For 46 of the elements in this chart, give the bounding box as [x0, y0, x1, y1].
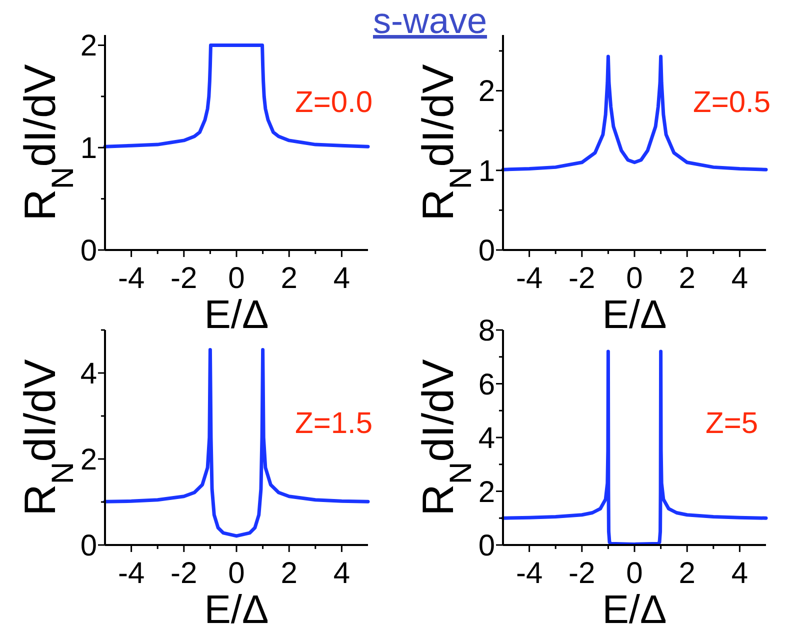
y-tick-label: 0 [478, 234, 495, 268]
annotation: Z=1.5 [295, 406, 373, 440]
y-tick-label: 2 [478, 75, 495, 108]
y-tick-label: 8 [478, 314, 495, 348]
y-tick-label: 1 [478, 154, 495, 188]
x-tick-label: -4 [118, 262, 145, 295]
annotation: Z=0.5 [693, 86, 771, 120]
x-tick-label: 4 [333, 262, 350, 295]
x-tick-label: -4 [516, 262, 543, 295]
x-tick-label: 4 [731, 557, 748, 590]
x-tick-label: 2 [280, 262, 298, 295]
x-tick-label: -2 [170, 557, 198, 590]
line-series [501, 54, 768, 172]
y-tick-label: 4 [80, 358, 97, 390]
y-tick-label: 6 [478, 368, 495, 402]
y-tick-label: 0 [80, 530, 97, 562]
line-series [103, 348, 370, 538]
x-tick-label: 0 [228, 262, 245, 295]
y-tick-label: 0 [478, 530, 495, 562]
annotation: Z=0.0 [295, 86, 373, 120]
x-tick-label: -2 [170, 262, 198, 295]
x-tick-label: 4 [731, 262, 748, 295]
x-axis-title: E/Δ [602, 293, 667, 337]
x-tick-label: 0 [228, 557, 245, 590]
y-tick-label: 2 [80, 30, 97, 63]
y-tick-label: 2 [478, 476, 495, 509]
x-axis-title: E/Δ [602, 588, 667, 624]
x-tick-label: -2 [568, 262, 596, 295]
x-axis-title: E/Δ [204, 293, 269, 337]
x-tick-label: 0 [626, 262, 643, 295]
chart-title: s-wave [372, 0, 488, 41]
x-tick-label: -4 [118, 557, 145, 590]
x-tick-label: 2 [280, 557, 298, 590]
annotation: Z=5 [706, 406, 758, 440]
x-tick-label: 2 [678, 262, 696, 295]
x-tick-label: -4 [516, 557, 543, 590]
y-tick-label: 1 [80, 132, 97, 166]
y-tick-label: 2 [80, 444, 97, 476]
x-tick-label: 4 [333, 557, 350, 590]
line-series [103, 43, 370, 148]
x-tick-label: 2 [678, 557, 696, 590]
y-tick-label: 0 [80, 234, 97, 268]
x-tick-label: -2 [568, 557, 596, 590]
x-axis-title: E/Δ [204, 588, 269, 624]
y-tick-label: 4 [478, 422, 495, 455]
x-tick-label: 0 [626, 557, 643, 590]
